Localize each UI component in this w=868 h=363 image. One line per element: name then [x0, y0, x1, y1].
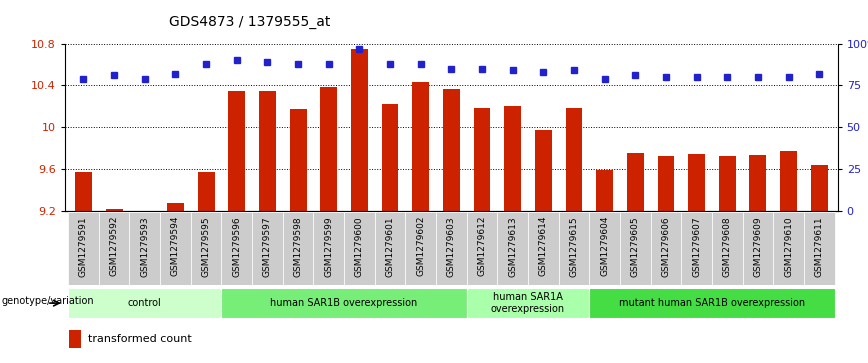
- Bar: [651, 212, 681, 285]
- Bar: [382, 104, 398, 211]
- Bar: [688, 154, 705, 211]
- Bar: [443, 90, 460, 211]
- Bar: [780, 151, 797, 211]
- Bar: [69, 330, 81, 348]
- Bar: [620, 212, 651, 285]
- Text: GSM1279615: GSM1279615: [569, 216, 578, 277]
- Bar: [320, 87, 337, 211]
- Bar: [160, 212, 191, 285]
- Text: GSM1279605: GSM1279605: [631, 216, 640, 277]
- Text: GSM1279614: GSM1279614: [539, 216, 548, 277]
- Bar: [99, 212, 129, 285]
- Text: GSM1279595: GSM1279595: [201, 216, 211, 277]
- Text: GSM1279609: GSM1279609: [753, 216, 762, 277]
- Text: GSM1279596: GSM1279596: [233, 216, 241, 277]
- Bar: [474, 108, 490, 211]
- Text: GSM1279603: GSM1279603: [447, 216, 456, 277]
- Bar: [136, 211, 154, 213]
- Bar: [559, 212, 589, 285]
- Bar: [681, 212, 712, 285]
- Bar: [719, 156, 736, 211]
- Text: GSM1279593: GSM1279593: [141, 216, 149, 277]
- Text: GSM1279613: GSM1279613: [508, 216, 517, 277]
- Text: genotype/variation: genotype/variation: [1, 297, 94, 306]
- Bar: [167, 203, 184, 211]
- Text: control: control: [128, 298, 161, 308]
- Bar: [811, 165, 828, 211]
- Bar: [221, 212, 252, 285]
- Bar: [290, 109, 306, 211]
- Text: GSM1279601: GSM1279601: [385, 216, 395, 277]
- Bar: [497, 212, 528, 285]
- Bar: [313, 212, 344, 285]
- Text: GDS4873 / 1379555_at: GDS4873 / 1379555_at: [169, 15, 331, 29]
- Bar: [344, 212, 375, 285]
- Bar: [749, 155, 766, 211]
- FancyBboxPatch shape: [221, 288, 467, 318]
- Bar: [375, 212, 405, 285]
- Text: GSM1279606: GSM1279606: [661, 216, 670, 277]
- Bar: [405, 212, 436, 285]
- Bar: [198, 172, 214, 211]
- Text: GSM1279611: GSM1279611: [815, 216, 824, 277]
- Bar: [283, 212, 313, 285]
- Bar: [627, 153, 644, 211]
- Text: GSM1279591: GSM1279591: [79, 216, 88, 277]
- Bar: [804, 212, 834, 285]
- Bar: [504, 106, 521, 211]
- Bar: [75, 172, 92, 211]
- Text: GSM1279592: GSM1279592: [109, 216, 119, 277]
- Text: GSM1279608: GSM1279608: [723, 216, 732, 277]
- Bar: [596, 170, 613, 211]
- Text: GSM1279612: GSM1279612: [477, 216, 487, 277]
- Bar: [436, 212, 467, 285]
- Text: GSM1279607: GSM1279607: [692, 216, 701, 277]
- FancyBboxPatch shape: [589, 288, 834, 318]
- Text: GSM1279602: GSM1279602: [416, 216, 425, 277]
- Text: GSM1279604: GSM1279604: [600, 216, 609, 277]
- Text: mutant human SAR1B overexpression: mutant human SAR1B overexpression: [619, 298, 805, 308]
- Bar: [712, 212, 743, 285]
- Bar: [658, 156, 674, 211]
- Bar: [228, 90, 245, 211]
- Text: GSM1279599: GSM1279599: [325, 216, 333, 277]
- Bar: [252, 212, 283, 285]
- Bar: [259, 90, 276, 211]
- Text: GSM1279594: GSM1279594: [171, 216, 180, 277]
- Bar: [528, 212, 559, 285]
- Text: GSM1279598: GSM1279598: [293, 216, 303, 277]
- Bar: [535, 130, 552, 211]
- Text: human SAR1A
overexpression: human SAR1A overexpression: [491, 292, 565, 314]
- Bar: [191, 212, 221, 285]
- Text: GSM1279610: GSM1279610: [784, 216, 793, 277]
- Bar: [351, 49, 368, 211]
- Bar: [467, 212, 497, 285]
- Text: GSM1279600: GSM1279600: [355, 216, 364, 277]
- FancyBboxPatch shape: [467, 288, 589, 318]
- Bar: [106, 209, 122, 211]
- Bar: [589, 212, 620, 285]
- Bar: [129, 212, 160, 285]
- Bar: [773, 212, 804, 285]
- Bar: [566, 108, 582, 211]
- Bar: [69, 212, 99, 285]
- Bar: [743, 212, 773, 285]
- FancyBboxPatch shape: [69, 288, 221, 318]
- Text: transformed count: transformed count: [89, 334, 192, 344]
- Text: human SAR1B overexpression: human SAR1B overexpression: [271, 298, 418, 308]
- Text: GSM1279597: GSM1279597: [263, 216, 272, 277]
- Bar: [412, 82, 429, 211]
